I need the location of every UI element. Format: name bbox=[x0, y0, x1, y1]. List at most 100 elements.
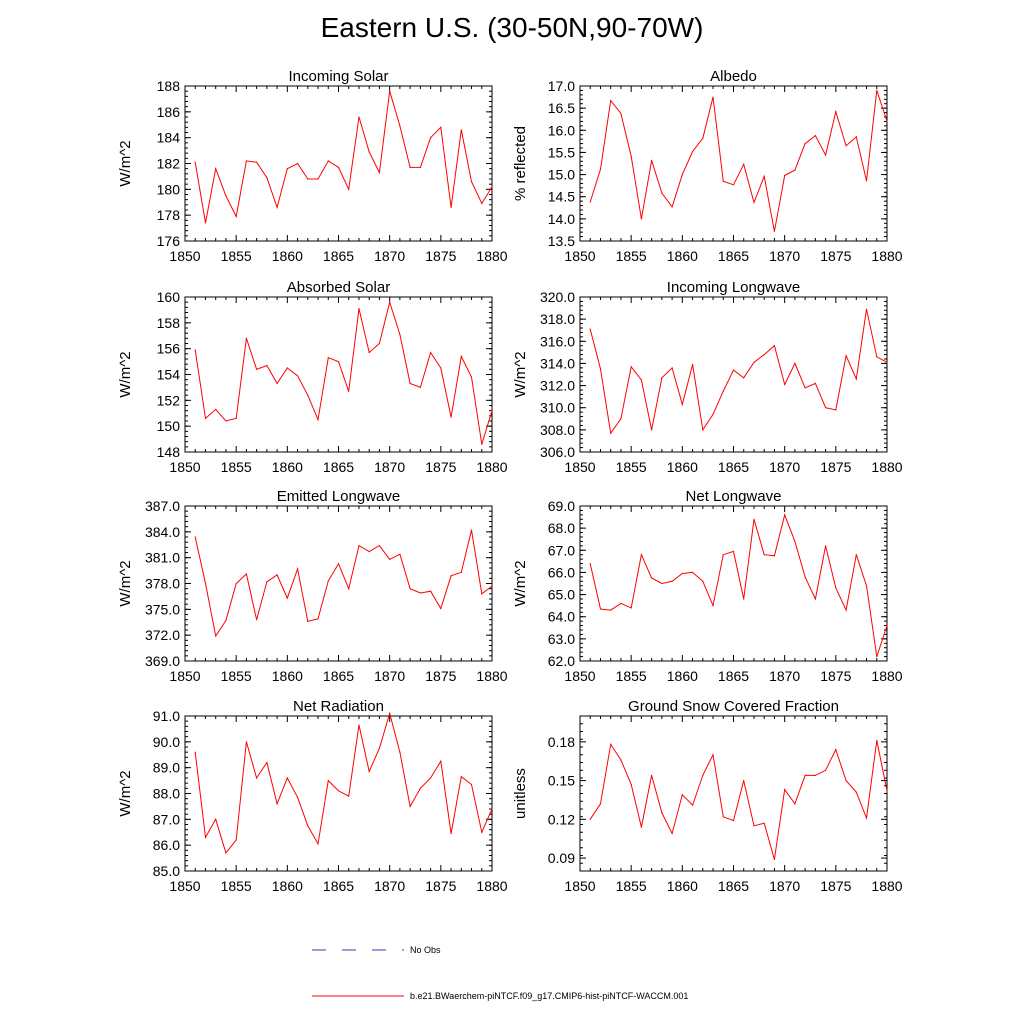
data-point bbox=[640, 826, 643, 828]
y-tick-label: 176 bbox=[157, 233, 181, 249]
data-point bbox=[276, 206, 278, 208]
data-point bbox=[327, 357, 329, 359]
data-point bbox=[409, 588, 411, 590]
data-point bbox=[460, 776, 462, 778]
data-point bbox=[743, 163, 745, 165]
series-line bbox=[194, 300, 493, 445]
data-point bbox=[794, 803, 796, 805]
y-tick-label: 372.0 bbox=[145, 627, 180, 643]
x-tick-label: 1855 bbox=[616, 248, 647, 264]
subplot-3: Incoming Longwave W/m^2 1850 1855 1860 1865 18… bbox=[512, 279, 903, 475]
data-point bbox=[784, 174, 786, 177]
page-title: Eastern U.S. (30-50N,90-70W) bbox=[320, 12, 704, 43]
data-point bbox=[835, 749, 837, 751]
data-point bbox=[681, 174, 683, 176]
y-tick-label: 378.0 bbox=[145, 576, 180, 592]
data-point bbox=[671, 580, 673, 582]
x-tick-label: 1850 bbox=[169, 248, 200, 264]
data-point bbox=[794, 169, 796, 171]
data-point bbox=[266, 581, 268, 583]
data-point bbox=[307, 825, 309, 827]
data-point bbox=[440, 607, 442, 610]
subplot-title: Ground Snow Covered Fraction bbox=[628, 698, 839, 715]
data-point bbox=[794, 540, 796, 543]
data-point bbox=[481, 202, 483, 205]
data-point bbox=[814, 382, 817, 384]
data-point bbox=[286, 597, 288, 599]
data-point bbox=[327, 160, 329, 162]
x-tick-label: 1850 bbox=[169, 878, 200, 894]
data-point bbox=[825, 769, 827, 771]
x-tick-label: 1870 bbox=[374, 878, 405, 894]
y-tick-label: 158 bbox=[157, 315, 181, 331]
data-point bbox=[784, 383, 786, 386]
data-point bbox=[814, 774, 817, 777]
x-tick-label: 1880 bbox=[476, 878, 507, 894]
data-point bbox=[399, 333, 401, 336]
data-point bbox=[194, 161, 196, 163]
data-point bbox=[389, 712, 391, 715]
y-tick-label: 186 bbox=[157, 104, 181, 120]
data-point bbox=[845, 780, 847, 782]
y-axis-label: W/m^2 bbox=[117, 560, 134, 606]
y-tick-label: 0.15 bbox=[548, 773, 575, 789]
data-point bbox=[763, 354, 765, 356]
data-point bbox=[286, 367, 288, 369]
data-point bbox=[773, 858, 776, 861]
data-point bbox=[245, 160, 247, 162]
x-tick-label: 1860 bbox=[272, 459, 303, 475]
series-line bbox=[194, 91, 493, 223]
y-tick-label: 0.12 bbox=[548, 811, 575, 827]
data-point bbox=[814, 135, 817, 137]
data-point bbox=[620, 112, 622, 115]
x-tick-label: 1865 bbox=[718, 668, 749, 684]
data-point bbox=[865, 817, 868, 819]
x-tick-label: 1870 bbox=[374, 668, 405, 684]
subplot-title: Incoming Longwave bbox=[667, 279, 800, 296]
data-point bbox=[327, 780, 329, 782]
y-tick-label: 0.09 bbox=[548, 850, 575, 866]
subplot-title: Albedo bbox=[710, 68, 757, 85]
x-tick-label: 1865 bbox=[323, 668, 354, 684]
y-tick-label: 63.0 bbox=[548, 631, 575, 647]
x-tick-label: 1860 bbox=[272, 668, 303, 684]
data-point bbox=[661, 582, 663, 585]
y-tick-label: 0.18 bbox=[548, 734, 575, 750]
y-tick-label: 384.0 bbox=[145, 524, 180, 540]
data-point bbox=[215, 168, 217, 170]
data-point bbox=[712, 605, 714, 607]
data-point bbox=[450, 206, 452, 208]
data-point bbox=[245, 741, 247, 743]
data-point bbox=[876, 89, 878, 91]
data-point bbox=[276, 574, 278, 576]
legend: No Obs b.e21.BWaerchem-piNTCF.f09_g17.CMI… bbox=[312, 945, 688, 1001]
plot-frame bbox=[184, 505, 493, 662]
data-point bbox=[702, 429, 704, 431]
data-point bbox=[743, 377, 745, 379]
data-point bbox=[651, 429, 653, 431]
data-point bbox=[825, 154, 827, 156]
data-point bbox=[681, 794, 683, 796]
subplot-title: Net Longwave bbox=[686, 488, 782, 505]
data-point bbox=[470, 376, 473, 378]
data-point bbox=[266, 177, 268, 179]
data-point bbox=[876, 656, 878, 658]
x-tick-label: 1860 bbox=[272, 248, 303, 264]
data-point bbox=[256, 777, 258, 779]
data-point bbox=[307, 178, 309, 180]
data-point bbox=[245, 337, 247, 339]
data-point bbox=[378, 171, 380, 174]
data-point bbox=[317, 178, 319, 180]
y-tick-label: 65.0 bbox=[548, 587, 575, 603]
data-point bbox=[589, 201, 591, 203]
data-point bbox=[256, 161, 258, 163]
data-point bbox=[681, 403, 683, 405]
plot-frame bbox=[579, 715, 888, 872]
data-point bbox=[419, 787, 421, 789]
y-tick-label: 91.0 bbox=[153, 708, 180, 724]
data-point bbox=[589, 563, 591, 565]
data-point bbox=[194, 751, 196, 753]
y-tick-label: 316.0 bbox=[540, 333, 575, 349]
y-tick-label: 152 bbox=[157, 392, 181, 408]
data-point bbox=[722, 816, 724, 818]
